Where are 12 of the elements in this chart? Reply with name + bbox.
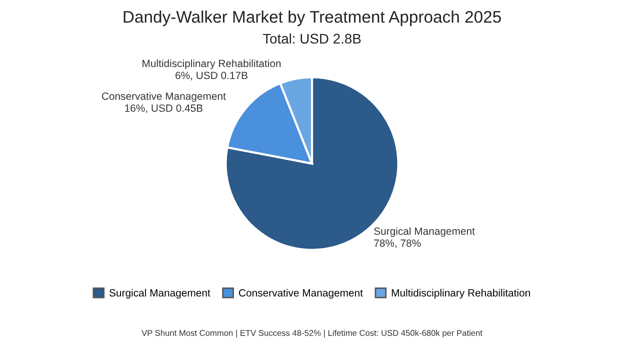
data-label: 16%, USD 0.45B xyxy=(125,104,202,114)
chart-subtitle: Total: USD 2.8B xyxy=(262,33,361,44)
chart-title: Dandy-Walker Market by Treatment Approach 2025 xyxy=(124,10,501,26)
data-label: 78%, 78% xyxy=(374,239,421,248)
slice-label: Multidisciplinary Rehabilitation xyxy=(142,59,281,70)
legend-label: Multidisciplinary Rehabilitation xyxy=(392,288,530,299)
slice-label: Conservative Management xyxy=(102,92,226,102)
data-label: 6%, USD 0.17B xyxy=(176,72,248,80)
legend-label: Surgical Management xyxy=(110,288,210,299)
slice-label: Surgical Management xyxy=(374,227,475,237)
text: VP Shunt Most Common | ETV Success 48-52% | Lifetime Cost: USD 450k-680k per Patient xyxy=(142,330,482,338)
legend-label: Conservative Management xyxy=(239,288,363,299)
